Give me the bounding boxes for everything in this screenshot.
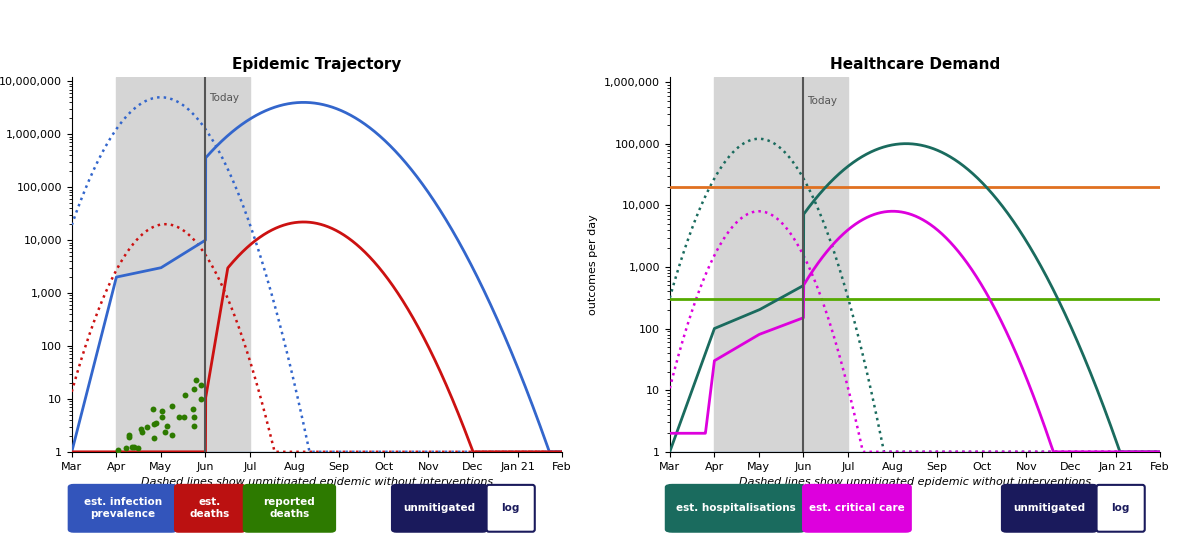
Point <box>109 445 128 454</box>
Point <box>158 422 177 431</box>
Y-axis label: outcomes per day: outcomes per day <box>588 214 598 315</box>
Text: log: log <box>1111 503 1130 514</box>
FancyBboxPatch shape <box>175 485 245 532</box>
Point <box>163 431 182 440</box>
Point <box>128 444 147 452</box>
Point <box>185 385 205 394</box>
Title: Healthcare Demand: Healthcare Demand <box>830 57 1000 72</box>
Point <box>191 381 210 390</box>
Text: est. hospitalisations: est. hospitalisations <box>676 503 795 514</box>
Text: log: log <box>501 503 520 514</box>
Point <box>116 444 135 452</box>
FancyBboxPatch shape <box>244 485 335 532</box>
Point <box>120 432 139 441</box>
Point <box>169 413 188 422</box>
Point <box>120 430 139 439</box>
Point <box>132 424 151 433</box>
FancyBboxPatch shape <box>803 485 911 532</box>
X-axis label: Dashed lines show unmitigated epidemic without interventions: Dashed lines show unmitigated epidemic w… <box>739 477 1091 487</box>
Point <box>144 404 163 413</box>
Text: Today: Today <box>209 93 239 103</box>
Text: est. infection
prevalence: est. infection prevalence <box>84 498 161 519</box>
Point <box>138 423 157 431</box>
FancyBboxPatch shape <box>666 485 805 532</box>
Point <box>176 391 195 399</box>
Text: unmitigated: unmitigated <box>403 503 476 514</box>
Text: unmitigated: unmitigated <box>1013 503 1086 514</box>
Text: Today: Today <box>807 96 837 106</box>
Bar <box>116 77 250 452</box>
Text: reported
deaths: reported deaths <box>263 498 316 519</box>
Title: Epidemic Trajectory: Epidemic Trajectory <box>232 57 402 72</box>
X-axis label: Dashed lines show unmitigated epidemic without interventions: Dashed lines show unmitigated epidemic w… <box>141 477 493 487</box>
Point <box>153 407 172 416</box>
Point <box>145 420 164 429</box>
FancyBboxPatch shape <box>1097 485 1145 532</box>
Point <box>184 422 203 430</box>
Bar <box>714 77 848 452</box>
FancyBboxPatch shape <box>392 485 487 532</box>
Point <box>152 413 171 422</box>
Point <box>175 413 194 422</box>
FancyBboxPatch shape <box>1002 485 1097 532</box>
Point <box>187 376 206 385</box>
Point <box>145 434 164 442</box>
Point <box>155 428 175 436</box>
Point <box>123 442 142 451</box>
Point <box>124 442 144 451</box>
Point <box>191 395 210 403</box>
Point <box>133 428 152 436</box>
FancyBboxPatch shape <box>487 485 535 532</box>
Point <box>163 401 182 410</box>
Text: est.
deaths: est. deaths <box>190 498 230 519</box>
Point <box>183 405 202 414</box>
Point <box>185 413 205 422</box>
Point <box>147 419 166 428</box>
FancyBboxPatch shape <box>68 485 177 532</box>
Text: est. critical care: est. critical care <box>808 503 905 514</box>
